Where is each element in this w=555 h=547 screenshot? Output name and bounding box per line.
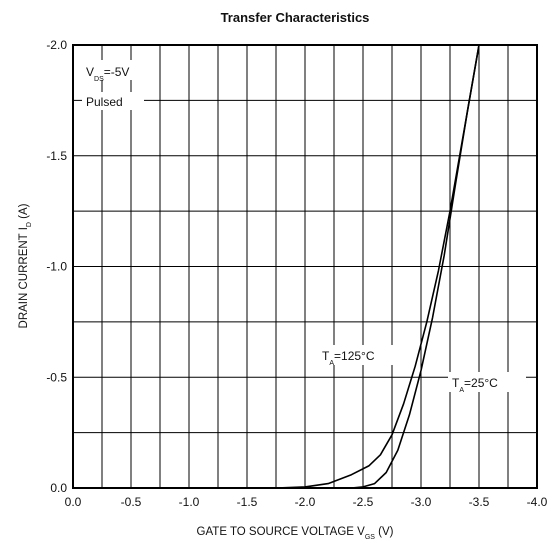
x-tick-label: -1.0 [179,495,200,509]
x-tick-label: -3.5 [469,495,490,509]
pulsed-annotation: Pulsed [86,95,123,109]
y-tick-label: -2.0 [46,38,67,52]
x-tick-label: -3.0 [411,495,432,509]
grid [73,45,537,488]
pulsed-label-bg [82,92,144,110]
x-tick-label: 0.0 [65,495,82,509]
x-axis-label: GATE TO SOURCE VOLTAGE VGS (V) [197,526,394,541]
y-tick-label: -1.5 [46,149,67,163]
x-tick-label: -0.5 [121,495,142,509]
vds-label-bg [82,60,156,80]
x-tick-labels: 0.0 -0.5 -1.0 -1.5 -2.0 -2.5 -3.0 -3.5 -4.0 [65,495,548,509]
chart-title: Transfer Characteristics [221,10,370,25]
curve-label-125c: TA=125°C [322,349,375,367]
curve-25c [351,44,480,489]
y-tick-label: -1.0 [46,260,67,274]
curve-label-25c: TA=25°C [452,376,498,394]
label-125-bg [318,345,400,365]
x-tick-label: -2.0 [295,495,316,509]
y-tick-label: 0.0 [50,481,67,495]
x-tick-label: -1.5 [237,495,258,509]
y-tick-labels: 0.0 -0.5 -1.0 -1.5 -2.0 [46,38,67,495]
plot-frame [72,44,538,489]
vds-annotation: VDS=-5V [86,65,129,83]
curves [275,44,480,489]
curve-125c [275,44,480,489]
y-axis-label: DRAIN CURRENT ID (A) [18,203,33,328]
x-tick-label: -4.0 [527,495,548,509]
x-tick-label: -2.5 [353,495,374,509]
label-25-bg [448,372,526,392]
y-tick-label: -0.5 [46,370,67,384]
